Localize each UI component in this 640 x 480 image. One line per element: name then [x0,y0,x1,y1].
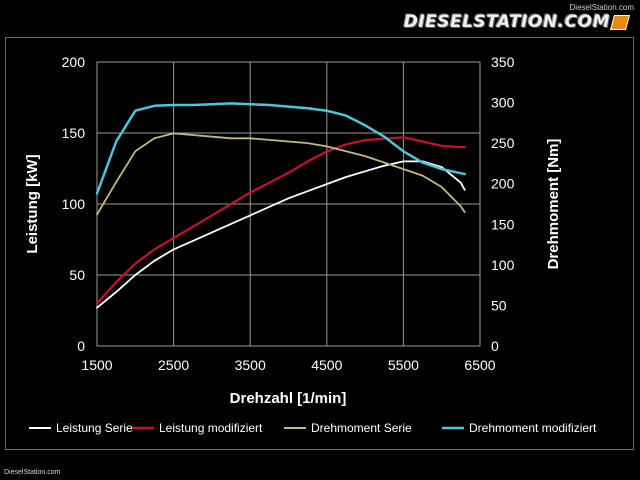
legend: Leistung Serie Leistung modifiziert Drehmo… [29,421,597,435]
y-right-tick-label: 250 [491,135,515,151]
y-right-tick-label: 300 [491,95,515,111]
y-right-tick-label: 50 [491,297,507,313]
x-tick-label: 4500 [311,357,342,373]
legend-label: Drehmoment modifiziert [469,421,597,435]
x-tick-label: 5500 [388,357,419,373]
series-line-2 [95,136,466,305]
y-axis-right-title: Drehmoment [Nm] [545,139,562,270]
brand-logo-text: DIESELSTATION.COM [403,12,610,32]
y-right-tick-label: 100 [491,257,515,273]
x-tick-label: 2500 [158,357,189,373]
brand-logo: DIESELSTATION.COM [403,12,631,32]
y-right-tick-label: 200 [491,176,515,192]
footer-credit: DieselStation.com [4,469,61,476]
x-tick-label: 6500 [464,357,495,373]
watermark-url: DieselStation.com [569,3,634,12]
x-tick-label: 3500 [235,357,266,373]
grid [96,61,481,347]
chart-panel: 1500 2500 3500 4500 5500 6500 0 50 100 150 200 0 50 1… [5,37,634,450]
series-line-3 [96,132,466,216]
y-left-tick-label: 150 [62,125,86,141]
x-axis-title: Drehzahl [1/min] [230,390,347,407]
series-line-1 [96,160,466,309]
series-line-4 [95,102,466,195]
y-right-tick-label: 150 [491,216,515,232]
y-left-tick-label: 100 [62,196,86,212]
y-left-tick-label: 200 [62,54,86,70]
legend-label: Leistung Serie [56,421,133,435]
y-right-tick-label: 350 [491,54,515,70]
y-left-tick-label: 0 [77,338,85,354]
y-left-tick-label: 50 [69,267,85,283]
brand-mark-icon [609,14,631,30]
series-group [95,102,466,309]
x-tick-label: 1500 [81,357,112,373]
chart-svg: 1500 2500 3500 4500 5500 6500 0 50 100 150 200 0 50 1… [24,54,597,435]
tick-labels: 1500 2500 3500 4500 5500 6500 0 50 100 150 200 0 50 1… [62,54,515,373]
y-right-tick-label: 0 [491,338,499,354]
legend-label: Leistung modifiziert [159,421,263,435]
legend-label: Drehmoment Serie [311,421,412,435]
y-axis-left-title: Leistung [kW] [24,154,41,253]
